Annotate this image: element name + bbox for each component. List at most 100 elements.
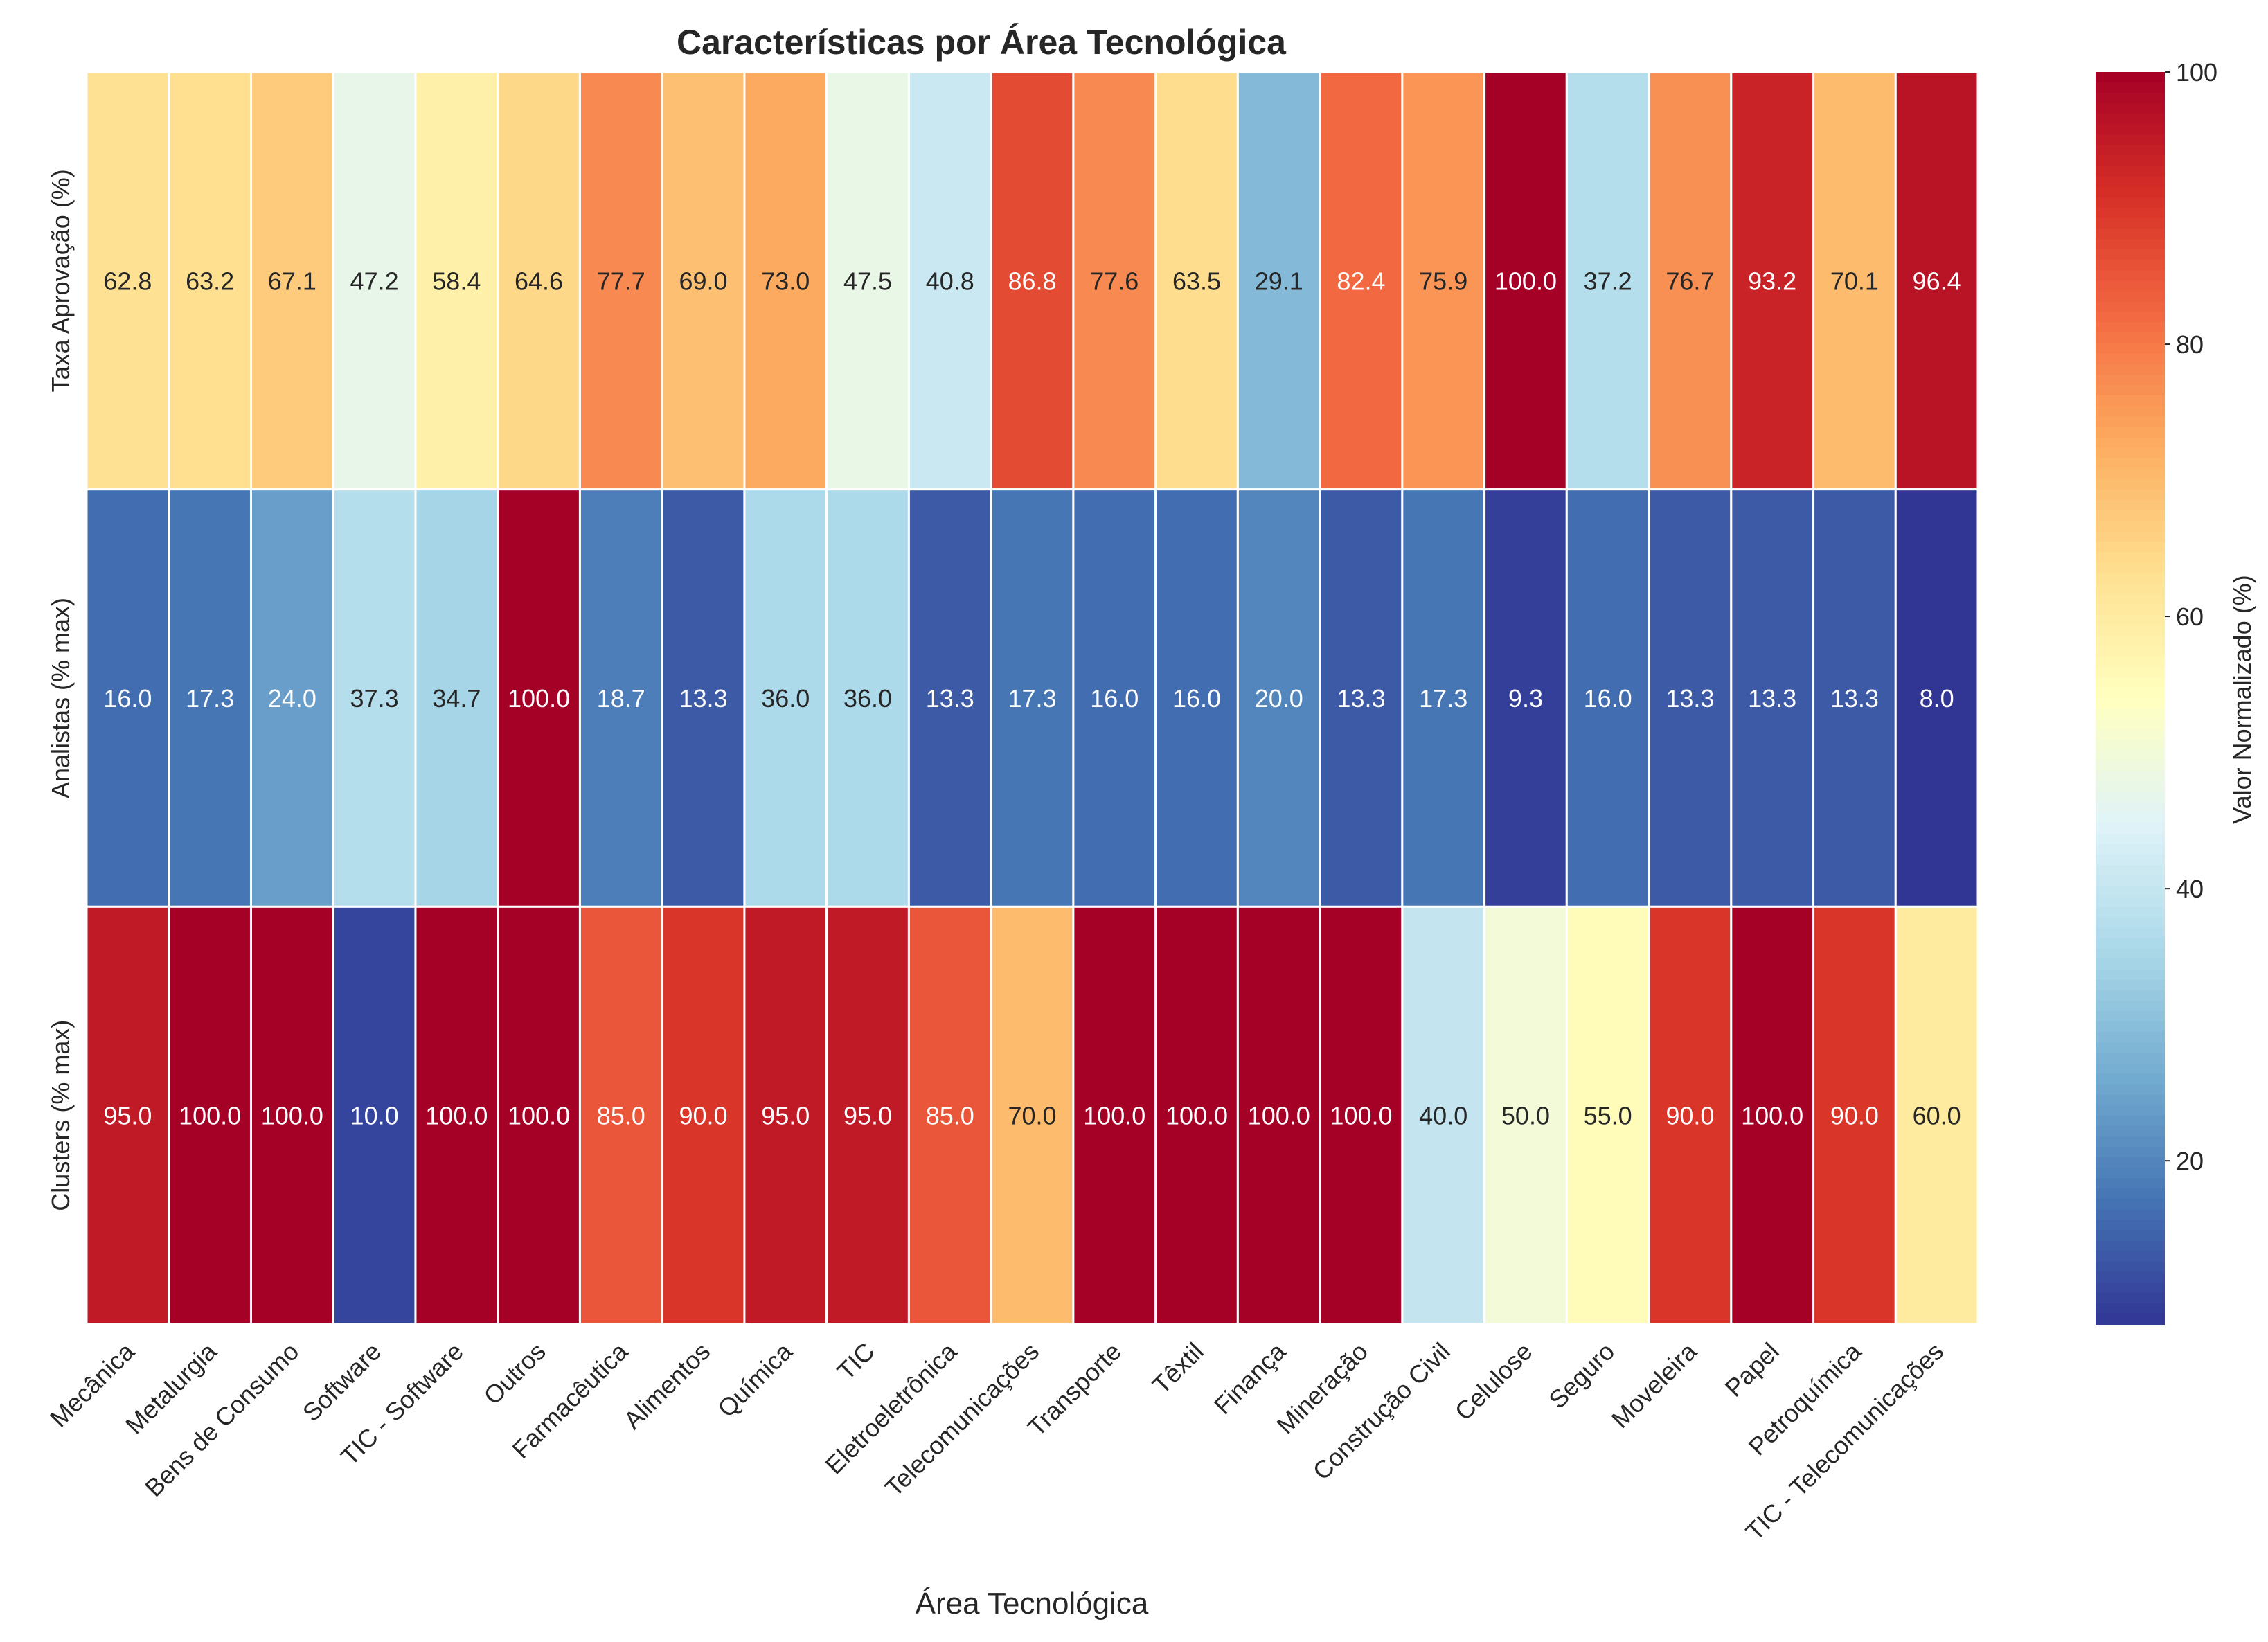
heatmap-cell: [1401, 905, 1486, 1326]
colorbar-segment: [2096, 291, 2165, 303]
colorbar-segment: [2096, 917, 2165, 929]
colorbar-tick-label: 60: [2176, 603, 2204, 631]
cell-value-label: 17.3: [186, 684, 234, 713]
colorbar-segment: [2096, 812, 2165, 824]
colorbar-segment: [2096, 197, 2165, 208]
colorbar-segment: [2096, 447, 2165, 459]
heatmap-cell: [1483, 488, 1568, 908]
colorbar-segment: [2096, 103, 2165, 115]
colorbar-segment: [2096, 583, 2165, 595]
colorbar-segment: [2096, 1094, 2165, 1106]
cell-value-label: 29.1: [1255, 267, 1303, 295]
colorbar-segment: [2096, 990, 2165, 1001]
cell-value-label: 10.0: [350, 1102, 399, 1130]
colorbar-segment: [2096, 1021, 2165, 1033]
heatmap-cell: [1648, 71, 1733, 491]
heatmap-cell: [1401, 71, 1486, 491]
colorbar-segment: [2096, 322, 2165, 334]
cell-value-label: 100.0: [1330, 1102, 1392, 1130]
heatmap-cell: [332, 905, 417, 1326]
cell-value-label: 100.0: [1083, 1102, 1145, 1130]
colorbar-segment: [2096, 1251, 2165, 1262]
colorbar-segment: [2096, 750, 2165, 762]
colorbar-segment: [2096, 249, 2165, 261]
colorbar-segment: [2096, 1292, 2165, 1304]
colorbar-segment: [2096, 666, 2165, 678]
cell-value-label: 90.0: [1830, 1102, 1879, 1130]
heatmap-cell: [1154, 905, 1239, 1326]
cell-value-label: 100.0: [1494, 267, 1557, 295]
heatmap-cell: [1730, 488, 1815, 908]
heatmap-cell: [1319, 71, 1404, 491]
colorbar-segment: [2096, 760, 2165, 772]
colorbar-segment: [2096, 635, 2165, 647]
heatmap-cell: [1319, 905, 1404, 1326]
colorbar-segment: [2096, 134, 2165, 146]
colorbar-tick-label: 40: [2176, 875, 2204, 903]
cell-value-label: 86.8: [1008, 267, 1056, 295]
cell-value-label: 73.0: [761, 267, 810, 295]
colorbar-segment: [2096, 1032, 2165, 1044]
colorbar-segment: [2096, 614, 2165, 626]
colorbar-segment: [2096, 458, 2165, 470]
colorbar-segment: [2096, 1199, 2165, 1211]
cell-value-label: 63.2: [186, 267, 234, 295]
colorbar-segment: [2096, 698, 2165, 710]
colorbar-segment: [2096, 176, 2165, 188]
heatmap-cell: [661, 905, 746, 1326]
cell-value-label: 100.0: [1741, 1102, 1803, 1130]
heatmap-cell: [990, 905, 1075, 1326]
cell-value-label: 13.3: [679, 684, 728, 713]
y-tick-label: Taxa Aprovação (%): [46, 169, 75, 392]
colorbar-segment: [2096, 1000, 2165, 1012]
cell-value-label: 96.4: [1913, 267, 1961, 295]
cell-value-label: 16.0: [1172, 684, 1221, 713]
heatmap-cell: [1483, 905, 1568, 1326]
colorbar-segment: [2096, 124, 2165, 136]
heatmap-cell: [1730, 71, 1815, 491]
colorbar-segment: [2096, 1282, 2165, 1294]
colorbar-segment: [2096, 217, 2165, 229]
cell-value-label: 40.0: [1419, 1102, 1467, 1130]
colorbar-segment: [2096, 385, 2165, 397]
colorbar-segment: [2096, 489, 2165, 501]
heatmap-cell: [1072, 71, 1157, 491]
colorbar-segment: [2096, 802, 2165, 814]
cell-value-label: 95.0: [843, 1102, 892, 1130]
heatmap-cell: [1894, 488, 1979, 908]
cell-value-label: 20.0: [1255, 684, 1303, 713]
colorbar-tick-label: 20: [2176, 1147, 2204, 1175]
colorbar-segment: [2096, 1178, 2165, 1190]
heatmap-cell: [990, 488, 1075, 908]
colorbar-segment: [2096, 395, 2165, 407]
x-axis-label: Área Tecnológica: [916, 1587, 1149, 1621]
cell-value-label: 58.4: [432, 267, 481, 295]
colorbar-segment: [2096, 948, 2165, 960]
colorbar-segment: [2096, 332, 2165, 344]
heatmap-cell: [1483, 71, 1568, 491]
colorbar-tick-label: 80: [2176, 330, 2204, 359]
cell-value-label: 77.6: [1090, 267, 1139, 295]
cell-value-label: 100.0: [425, 1102, 488, 1130]
colorbar-segment: [2096, 740, 2165, 751]
heatmap-cell: [168, 905, 252, 1326]
heatmap-cell: [85, 905, 170, 1326]
colorbar-segment: [2096, 1115, 2165, 1127]
colorbar-segment: [2096, 406, 2165, 418]
colorbar-segment: [2096, 520, 2165, 532]
colorbar-segment: [2096, 145, 2165, 157]
cell-value-label: 100.0: [179, 1102, 241, 1130]
cell-value-label: 13.3: [1830, 684, 1879, 713]
colorbar-segment: [2096, 886, 2165, 898]
colorbar-segment: [2096, 677, 2165, 688]
colorbar-segment: [2096, 645, 2165, 657]
cell-value-label: 37.2: [1584, 267, 1632, 295]
colorbar-segment: [2096, 1146, 2165, 1158]
cell-value-label: 13.3: [1666, 684, 1714, 713]
heatmap-cell: [578, 71, 663, 491]
colorbar-segment: [2096, 958, 2165, 970]
colorbar-segment: [2096, 625, 2165, 636]
colorbar-segment: [2096, 855, 2165, 866]
colorbar-segment: [2096, 1313, 2165, 1325]
colorbar-segment: [2096, 1073, 2165, 1085]
